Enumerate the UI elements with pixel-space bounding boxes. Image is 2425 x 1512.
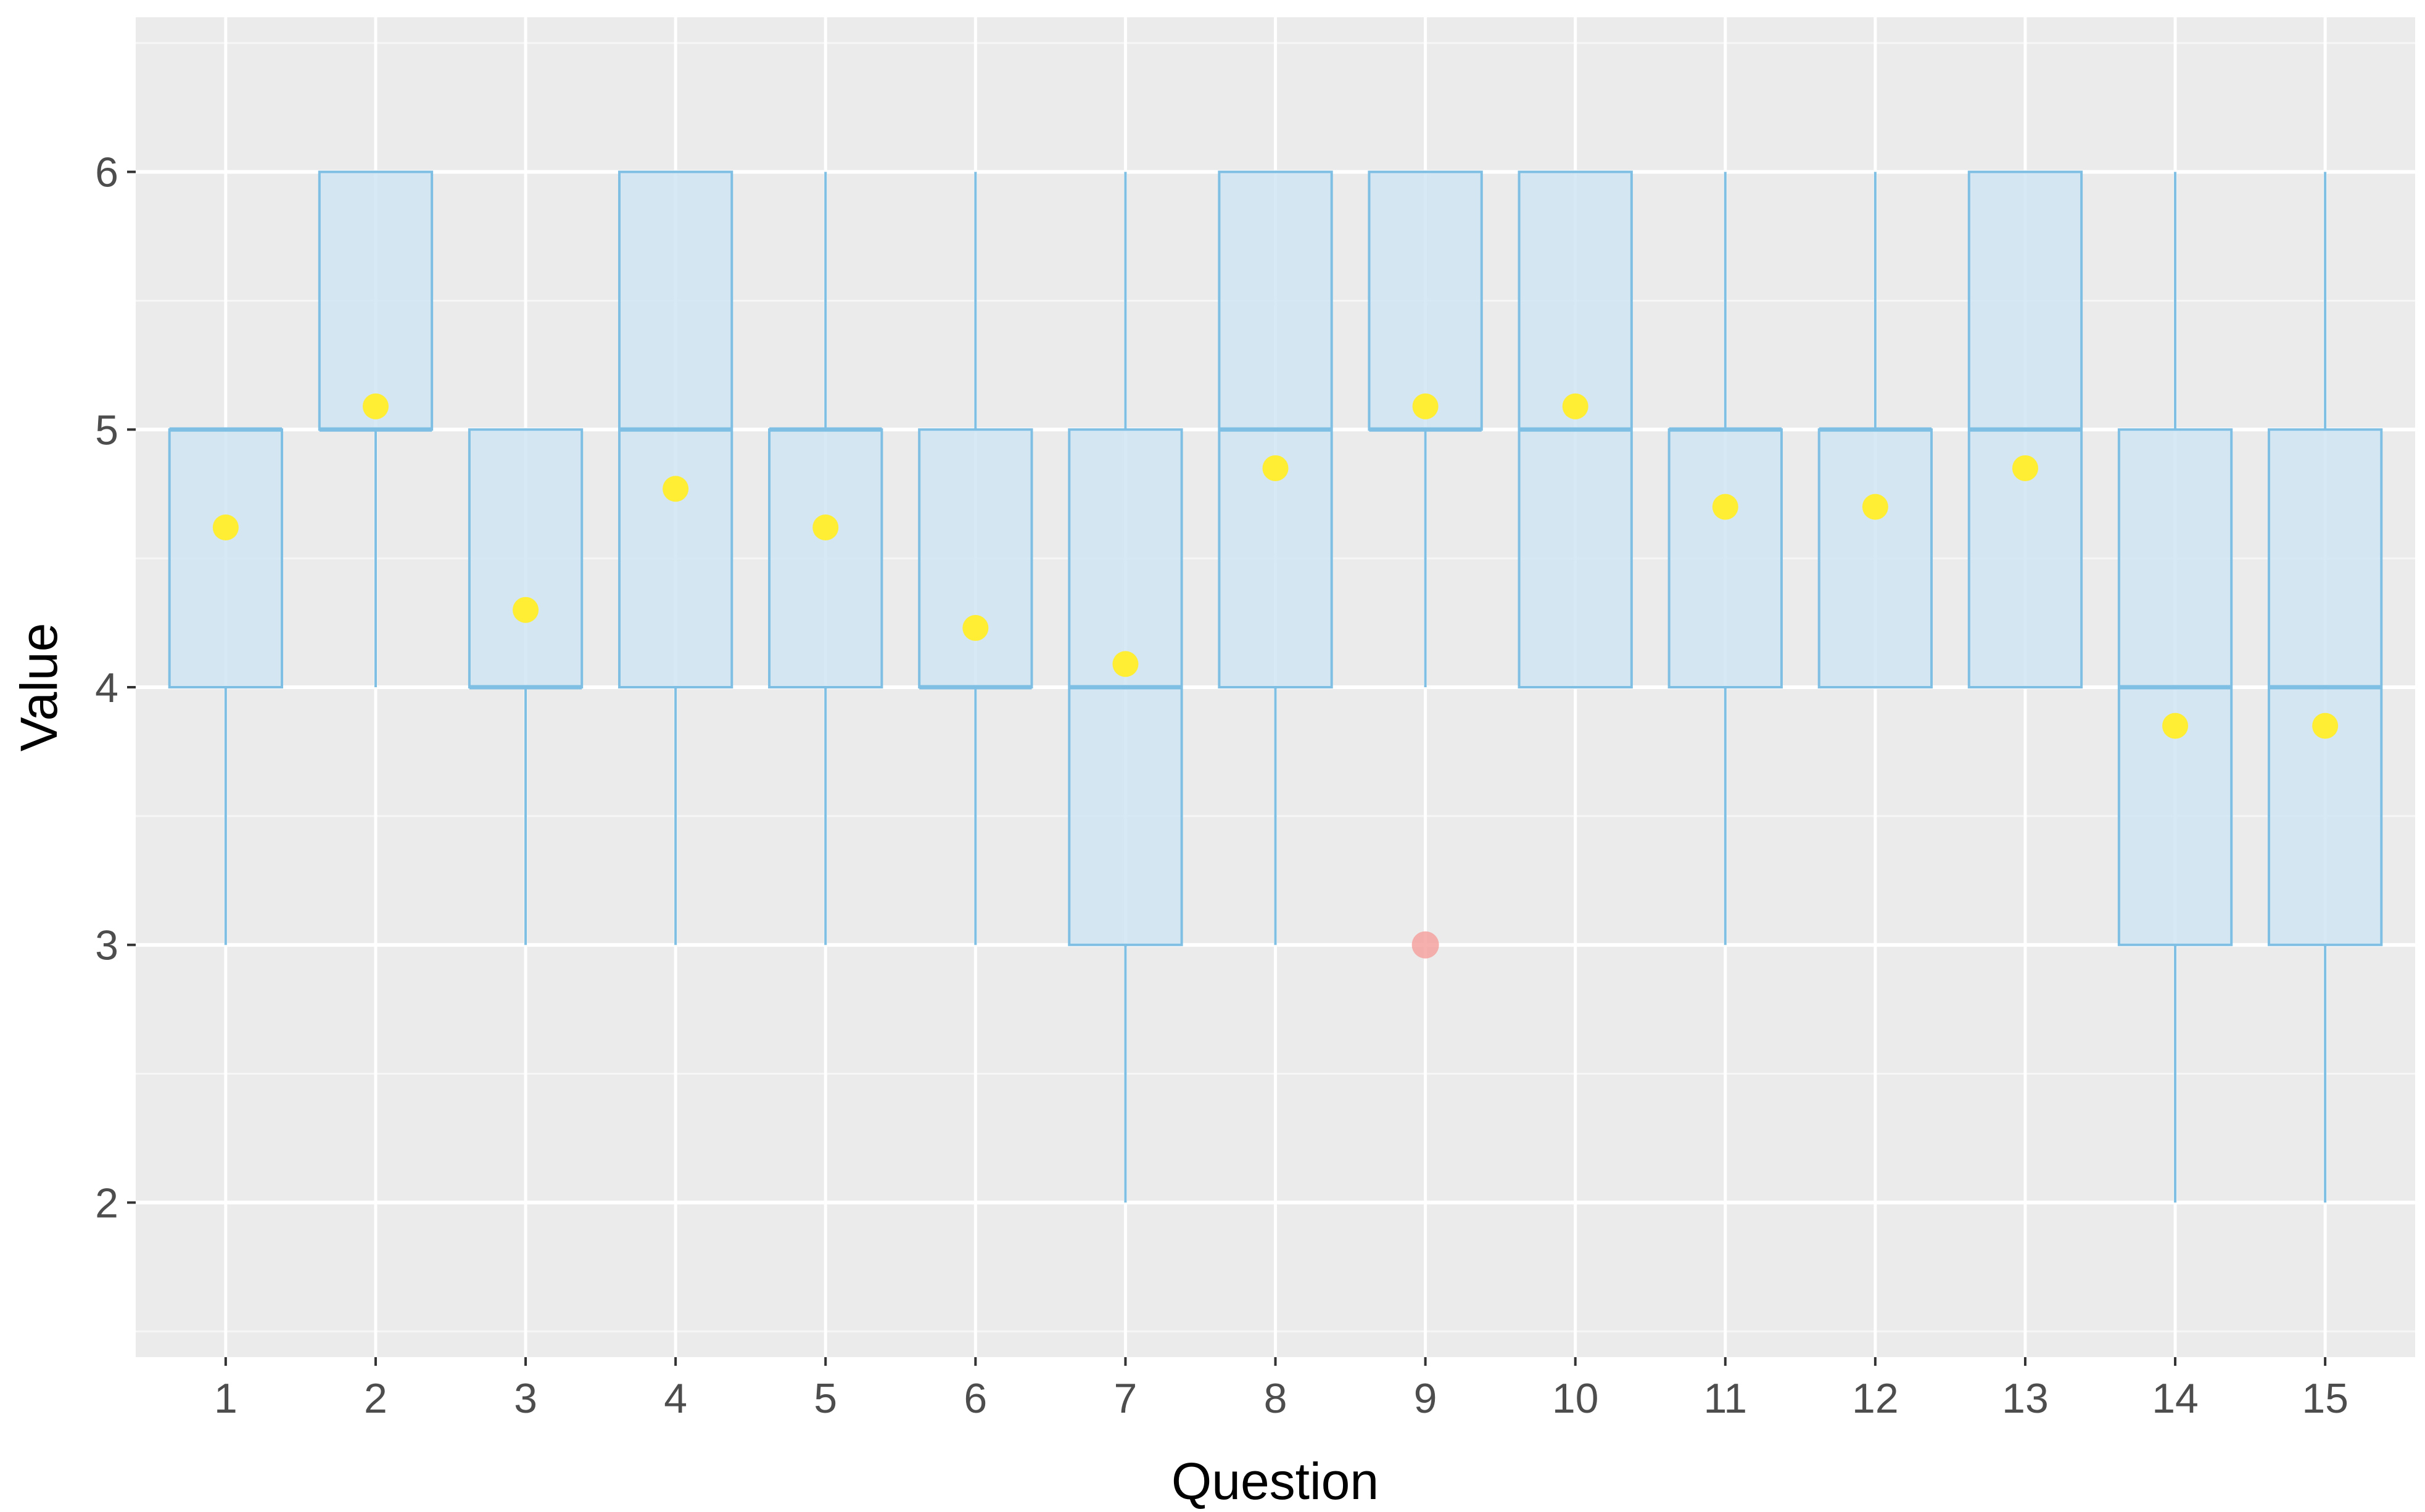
- x-axis-title: Question: [1171, 1452, 1379, 1510]
- box-iqr: [1368, 170, 1483, 431]
- mean-point: [1862, 494, 1888, 520]
- y-tick-label: 5: [95, 407, 118, 453]
- mean-point: [1112, 651, 1139, 677]
- mean-point: [663, 476, 689, 502]
- mean-point: [962, 614, 989, 641]
- x-tick-label: 6: [964, 1375, 987, 1422]
- x-tick-label: 5: [814, 1375, 837, 1422]
- y-tick-label: 4: [95, 664, 118, 711]
- y-tick-label: 3: [95, 922, 118, 969]
- x-axis-ticks: 1 2 3 4 5 6 7 8 9 10 11 12 13 14 15: [214, 1357, 2349, 1422]
- box-iqr: [468, 428, 584, 688]
- box-iqr: [318, 170, 434, 431]
- x-tick-label: 13: [2002, 1375, 2049, 1422]
- mean-point: [362, 393, 389, 419]
- mean-point: [212, 514, 239, 541]
- x-tick-label: 7: [1113, 1375, 1137, 1422]
- box-iqr: [168, 428, 284, 688]
- box-iqr: [1667, 428, 1783, 688]
- box-iqr: [1817, 428, 1933, 688]
- x-tick-label: 10: [1552, 1375, 1599, 1422]
- mean-point: [1712, 494, 1738, 520]
- mean-point: [2012, 455, 2038, 481]
- x-tick-label: 15: [2302, 1375, 2349, 1422]
- x-tick-label: 2: [364, 1375, 387, 1422]
- x-tick-label: 11: [1703, 1375, 1747, 1422]
- mean-point: [2312, 713, 2339, 739]
- x-tick-label: 8: [1264, 1375, 1287, 1422]
- mean-point: [1412, 393, 1439, 419]
- mean-point: [2162, 713, 2189, 739]
- outlier-point: [1411, 931, 1439, 959]
- y-axis-ticks: 2 3 4 5 6: [95, 149, 136, 1226]
- mean-point: [1562, 393, 1588, 419]
- mean-point: [1262, 455, 1289, 481]
- mean-point: [513, 597, 539, 623]
- x-tick-label: 12: [1852, 1375, 1899, 1422]
- mean-point: [812, 514, 839, 541]
- x-tick-label: 4: [664, 1375, 687, 1422]
- x-tick-label: 3: [514, 1375, 537, 1422]
- box-iqr: [768, 428, 883, 688]
- x-tick-label: 1: [214, 1375, 238, 1422]
- y-tick-label: 6: [95, 149, 118, 196]
- x-tick-label: 9: [1414, 1375, 1437, 1422]
- y-tick-label: 2: [95, 1179, 118, 1226]
- y-axis-title: Value: [10, 623, 68, 752]
- box-iqr: [918, 428, 1033, 688]
- box-layer: [168, 170, 2383, 1203]
- x-tick-label: 14: [2152, 1375, 2199, 1422]
